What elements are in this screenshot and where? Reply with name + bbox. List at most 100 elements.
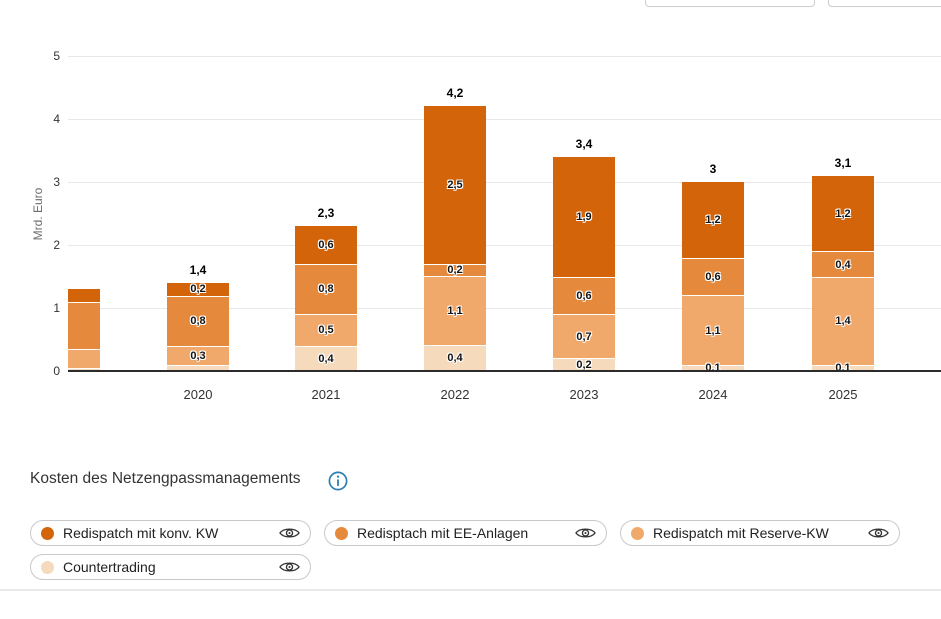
bar-total-label: 3,1	[834, 155, 852, 170]
segment-value-label: 2,5	[447, 178, 463, 191]
bar-total-label: 3,4	[575, 136, 593, 151]
bar-2022[interactable]: 2,5 0,2 1,1 0,4	[424, 106, 486, 371]
top-partial-control-1[interactable]	[645, 0, 815, 7]
bottom-divider	[0, 589, 941, 591]
segment-value-label: 0,2	[576, 359, 592, 371]
segment-redispatch-mit-konv-kw[interactable]: 1,2	[812, 176, 874, 252]
y-tick-label-5: 5	[53, 49, 60, 63]
segment-redispatch-mit-reserve-kw[interactable]: 0,5	[295, 314, 357, 346]
bar-2024[interactable]: 1,2 0,6 1,1 0,1	[682, 182, 744, 371]
segment-countertrading[interactable]: 0,1	[812, 362, 874, 371]
segment-redispatch-mit-konv-kw[interactable]: 2,5	[424, 106, 486, 264]
segment-value-label: 1,9	[576, 210, 592, 223]
gridline-y-3	[68, 182, 941, 183]
segment-redisptach-mit-ee-anlagen[interactable]: 0,4	[812, 251, 874, 277]
y-tick-label-0: 0	[53, 364, 60, 378]
legend-color-dot	[41, 526, 54, 540]
y-tick-label-1: 1	[53, 301, 60, 315]
x-axis-label-2022: 2022	[440, 387, 470, 402]
plot-area: 0,2 0,8 0,3 0,6 0,8 0,5 0,4 2,5 0,2 1,1 0,4 1,9 0,6 0…	[68, 40, 941, 371]
legend-item-label: Redisptach mit EE-Anlagen	[357, 525, 529, 541]
gridline-y-4	[68, 119, 941, 120]
segment-redispatch-mit-konv-kw[interactable]: 0,2	[167, 283, 229, 296]
x-axis-baseline	[68, 370, 941, 372]
segment-value-label: 0,4	[447, 352, 463, 365]
segment-redisptach-mit-ee-anlagen[interactable]: 0,6	[553, 276, 615, 315]
x-axis-label-2021: 2021	[311, 387, 341, 402]
eye-icon[interactable]	[868, 526, 889, 540]
segment-countertrading[interactable]: 0,1	[682, 362, 744, 371]
bar-2023[interactable]: 1,9 0,6 0,7 0,2	[553, 157, 615, 371]
bar-partial[interactable]	[68, 289, 100, 371]
legend-item-label: Redispatch mit konv. KW	[63, 525, 219, 541]
segment-redisptach-mit-ee-anlagen[interactable]: 0,2	[424, 263, 486, 277]
segment-redispatch-mit-reserve-kw[interactable]: 1,4	[812, 276, 874, 365]
legend-item-label: Redispatch mit Reserve-KW	[653, 525, 829, 541]
segment-value-label: 0,4	[318, 352, 334, 365]
bar-total-label: 2,3	[317, 206, 335, 221]
legend-item-redispatch-ee-anlagen[interactable]: Redisptach mit EE-Anlagen	[324, 520, 607, 546]
x-axis-label-2024: 2024	[698, 387, 728, 402]
segment-value-label: 0,2	[190, 283, 206, 296]
segment-value-label: 0,4	[835, 258, 851, 271]
segment-value-label: 1,2	[705, 213, 721, 226]
segment-value-label: 1,1	[705, 324, 721, 337]
legend-item-redispatch-reserve-kw[interactable]: Redispatch mit Reserve-KW	[620, 520, 900, 546]
legend-color-dot	[631, 526, 644, 540]
segment-value-label: 0,6	[705, 270, 721, 283]
legend-item-redispatch-konv-kw[interactable]: Redispatch mit konv. KW	[30, 520, 311, 546]
segment-redisptach-mit-ee-anlagen[interactable]: 0,6	[682, 257, 744, 296]
segment-redispatch-mit-reserve-kw[interactable]: 1,1	[424, 276, 486, 346]
segment-value-label: 0,8	[318, 283, 334, 296]
eye-icon[interactable]	[279, 560, 300, 574]
segment-value-label: 0,3	[190, 349, 206, 362]
segment-redispatch-mit-reserve-kw[interactable]: 0,7	[553, 314, 615, 359]
segment-redispatch-mit-reserve-kw[interactable]: 1,1	[682, 295, 744, 365]
x-axis-label-2025: 2025	[828, 387, 858, 402]
segment-redispatch-mit-reserve-kw[interactable]: 0,3	[167, 345, 229, 365]
segment-value-label: 0,7	[576, 330, 592, 343]
gridline-y-2	[68, 245, 941, 246]
segment-value-label: 0,6	[318, 238, 334, 251]
segment-countertrading[interactable]: 0,2	[553, 358, 615, 371]
x-axis-label-2020: 2020	[183, 387, 213, 402]
segment-value-label: 0,1	[835, 362, 851, 371]
y-axis-title: Mrd. Euro	[31, 187, 45, 241]
segment-value-label: 0,6	[576, 289, 592, 302]
segment-countertrading[interactable]	[68, 367, 100, 371]
eye-icon[interactable]	[279, 526, 300, 540]
gridline-y-5	[68, 56, 941, 57]
segment-countertrading[interactable]	[167, 364, 229, 371]
bar-total-label: 4,2	[446, 86, 464, 101]
y-tick-label-4: 4	[53, 112, 60, 126]
segment-value-label: 0,1	[705, 362, 721, 371]
segment-value-label: 0,5	[318, 324, 334, 337]
legend-color-dot	[335, 526, 348, 540]
segment-value-label: 0,8	[190, 315, 206, 328]
y-tick-label-3: 3	[53, 175, 60, 189]
segment-redispatch-mit-konv-kw[interactable]: 1,9	[553, 157, 615, 277]
legend-color-dot	[41, 560, 54, 574]
gridline-y-1	[68, 308, 941, 309]
segment-countertrading[interactable]: 0,4	[424, 345, 486, 371]
info-icon[interactable]	[328, 471, 348, 491]
segment-value-label: 1,1	[447, 305, 463, 318]
segment-value-label: 1,4	[835, 315, 851, 328]
x-axis-label-2023: 2023	[569, 387, 599, 402]
top-partial-control-2[interactable]	[828, 0, 941, 7]
segment-redisptach-mit-ee-anlagen[interactable]: 0,8	[295, 263, 357, 315]
eye-icon[interactable]	[575, 526, 596, 540]
segment-redispatch-mit-konv-kw[interactable]: 1,2	[682, 182, 744, 258]
bar-2025[interactable]: 1,2 0,4 1,4 0,1	[812, 176, 874, 371]
segment-redisptach-mit-ee-anlagen[interactable]	[68, 301, 100, 349]
segment-redispatch-mit-konv-kw[interactable]	[68, 289, 100, 302]
segment-redispatch-mit-reserve-kw[interactable]	[68, 348, 100, 368]
segment-countertrading[interactable]: 0,4	[295, 345, 357, 371]
legend-item-countertrading[interactable]: Countertrading	[30, 554, 311, 580]
bar-2020[interactable]: 0,2 0,8 0,3	[167, 283, 229, 371]
segment-redisptach-mit-ee-anlagen[interactable]: 0,8	[167, 295, 229, 346]
segment-value-label: 0,2	[447, 264, 463, 277]
segment-redispatch-mit-konv-kw[interactable]: 0,6	[295, 226, 357, 264]
segment-value-label: 1,2	[835, 207, 851, 220]
bar-2021[interactable]: 0,6 0,8 0,5 0,4	[295, 226, 357, 371]
